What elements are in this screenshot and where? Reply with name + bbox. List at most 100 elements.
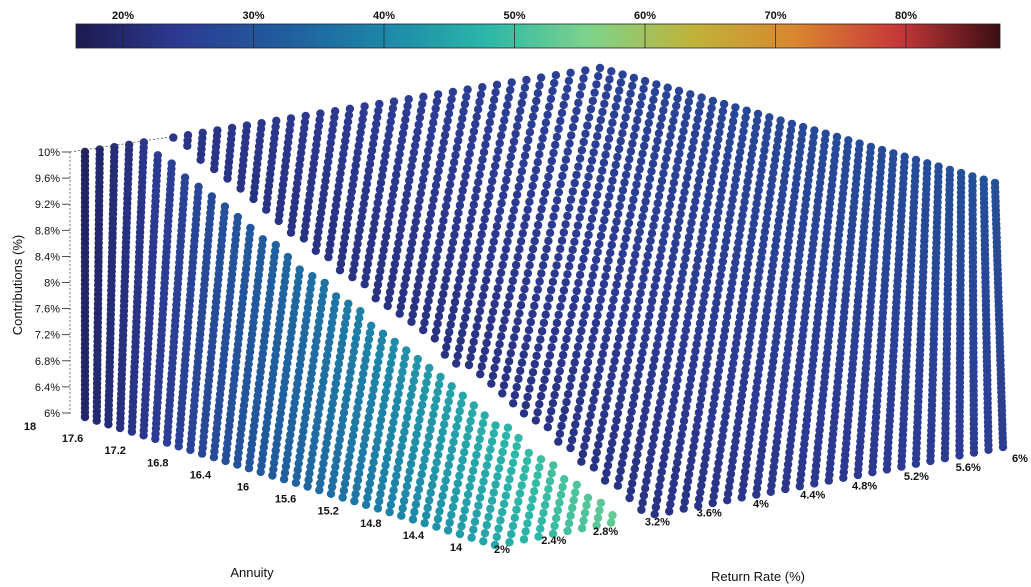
data-point — [535, 81, 544, 90]
data-point — [656, 319, 666, 328]
data-point — [435, 507, 444, 516]
data-point — [640, 266, 650, 275]
data-point — [357, 213, 366, 222]
data-point — [734, 238, 743, 247]
data-point — [738, 211, 747, 220]
data-point — [608, 511, 617, 520]
data-point — [747, 319, 757, 328]
data-point — [712, 298, 721, 307]
data-point — [699, 220, 708, 229]
data-point — [368, 392, 377, 401]
data-point — [703, 270, 713, 279]
data-point — [265, 394, 275, 403]
data-point — [652, 274, 661, 284]
data-point — [662, 362, 671, 371]
data-point — [722, 312, 732, 321]
data-point — [330, 469, 339, 478]
data-point — [751, 206, 760, 215]
data-point — [482, 207, 491, 216]
data-point — [328, 220, 338, 230]
data-point — [650, 87, 660, 97]
data-point — [321, 446, 330, 455]
data-point — [364, 252, 374, 262]
data-point — [676, 437, 685, 446]
data-point — [776, 406, 785, 415]
data-point — [795, 148, 805, 157]
data-point — [404, 405, 413, 415]
data-point — [259, 443, 268, 452]
data-point — [398, 367, 407, 377]
data-point — [383, 380, 392, 389]
data-point — [496, 268, 506, 277]
data-point — [698, 474, 707, 483]
data-point — [639, 274, 648, 283]
data-point — [477, 362, 486, 371]
z-tick-label: 8.4% — [35, 251, 60, 263]
data-point — [748, 409, 758, 418]
data-point — [754, 273, 763, 282]
data-point — [494, 524, 503, 533]
data-point — [558, 171, 567, 181]
data-point — [330, 113, 339, 122]
data-point — [805, 163, 815, 172]
data-point — [490, 299, 499, 309]
data-point — [530, 173, 539, 183]
data-point — [660, 161, 669, 171]
data-point — [352, 327, 362, 336]
data-point — [739, 480, 748, 489]
data-point — [303, 203, 313, 212]
data-point — [379, 401, 388, 410]
data-point — [663, 83, 672, 92]
data-point — [705, 263, 714, 272]
data-point — [697, 161, 706, 170]
data-point — [603, 200, 612, 209]
data-point — [311, 146, 320, 156]
data-point — [440, 350, 450, 359]
data-point — [318, 466, 327, 475]
data-point — [740, 197, 749, 206]
data-point — [811, 215, 821, 224]
data-point — [537, 204, 546, 214]
data-point — [387, 280, 396, 290]
data-point — [771, 242, 780, 251]
data-point — [461, 313, 470, 323]
data-point — [730, 110, 739, 119]
data-point — [328, 227, 337, 236]
data-point — [756, 260, 765, 269]
data-point — [773, 136, 782, 145]
data-point — [719, 425, 728, 434]
data-point — [549, 148, 558, 158]
data-point — [727, 372, 736, 381]
data-point — [418, 99, 427, 109]
data-point — [682, 402, 691, 412]
data-point — [680, 119, 689, 128]
x-tick-label: 5.2% — [904, 471, 929, 483]
data-point — [453, 282, 463, 292]
data-point — [328, 126, 337, 135]
data-point — [412, 362, 421, 371]
data-point — [341, 130, 351, 139]
data-point — [322, 170, 331, 179]
data-point — [784, 454, 793, 463]
data-point — [300, 117, 310, 127]
data-point — [510, 513, 519, 522]
data-point — [345, 104, 355, 114]
data-point — [601, 150, 610, 159]
data-point — [472, 112, 481, 122]
data-point — [653, 136, 662, 146]
data-point — [375, 99, 384, 109]
data-point — [279, 475, 289, 484]
data-point — [801, 194, 811, 204]
data-point — [686, 374, 696, 384]
data-point — [786, 126, 796, 135]
data-point — [795, 482, 804, 491]
data-point — [313, 330, 322, 339]
data-point — [523, 392, 532, 402]
data-point — [685, 158, 694, 168]
data-point — [469, 525, 478, 534]
data-point — [293, 277, 303, 287]
data-point — [642, 259, 651, 268]
data-point — [274, 326, 283, 335]
data-point — [609, 110, 619, 119]
data-point — [802, 294, 812, 304]
